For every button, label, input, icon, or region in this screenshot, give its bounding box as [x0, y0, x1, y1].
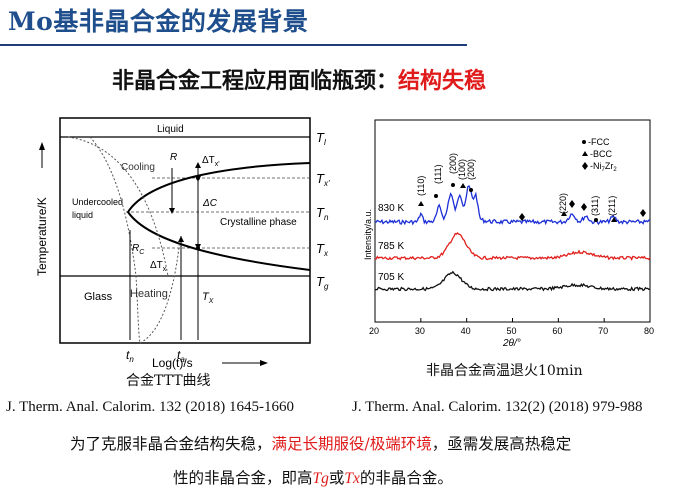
peak-label: (211)	[607, 196, 617, 216]
tg-label: Tg	[316, 274, 329, 291]
bcc-marker	[611, 217, 617, 222]
ttt-frame	[59, 117, 311, 344]
xrd-legend: -FCC -BCC -Ni7Zr2	[582, 137, 617, 173]
crystalline-label: Crystalline phase	[220, 217, 297, 228]
fcc-marker	[469, 188, 473, 192]
ttt-ylabel: Temperature/K	[35, 197, 49, 276]
xrd-xtick-label: 70	[598, 326, 608, 336]
peak-label: (200)	[466, 159, 476, 180]
fcc-marker	[451, 183, 455, 187]
peak-label: (200)	[448, 153, 458, 174]
ta-axis-label: ta	[177, 348, 185, 364]
glass-label: Glass	[84, 291, 113, 303]
curve-830k	[374, 185, 651, 226]
headline: 非晶合金工程应用面临瓶颈：结构失稳	[112, 63, 486, 95]
liquid-label: Liquid	[157, 124, 184, 135]
curve-705k	[374, 270, 651, 292]
xrd-xtick-label: 60	[552, 326, 562, 336]
tx-label: Tx	[316, 241, 329, 258]
xrd-xticks: 20 30 40 50 60 70 80	[369, 318, 654, 336]
zr-marker	[569, 200, 575, 208]
ttt-caption: 合金TTT曲线	[126, 373, 211, 389]
tn-label: Tn	[316, 205, 329, 222]
xrd-xtick-label: 20	[369, 326, 379, 336]
heating-curve	[139, 237, 181, 344]
delta-tx-prime-label: ΔTx'	[202, 155, 220, 168]
svg-text:-BCC: -BCC	[590, 149, 612, 159]
ttt-nose-curve	[126, 162, 311, 271]
label-785k: 785 K	[378, 241, 404, 252]
ttt-diagram: Liquid Cooling R Undercooled liquid Crys…	[35, 117, 330, 370]
peak-label: (100)	[457, 159, 467, 180]
bcc-marker	[561, 211, 567, 216]
peak-label: (311)	[590, 196, 600, 216]
ttt-right-labels: Tl Tx' Tn Tx Tg	[316, 130, 330, 291]
fcc-marker	[434, 194, 438, 198]
zr-marker	[519, 213, 525, 221]
slide-title: Mo基非晶合金的发展背景	[8, 7, 309, 36]
label-705k: 705 K	[378, 272, 404, 283]
xrd-xtick-label: 80	[644, 326, 654, 336]
xrd-xtick-label: 40	[461, 326, 471, 336]
xrd-ylabel: Intensity/a.u.	[363, 209, 373, 260]
svg-text:-Ni7Zr2: -Ni7Zr2	[590, 161, 617, 173]
peak-label: (110)	[416, 176, 426, 196]
heating-label: Heating	[130, 288, 168, 300]
title-underline	[0, 44, 467, 46]
tx-term: Tx	[344, 470, 360, 487]
svg-text:-FCC: -FCC	[588, 137, 610, 147]
bcc-marker	[418, 201, 424, 206]
xrd-xtick-label: 50	[507, 326, 517, 336]
curve-785k	[374, 232, 651, 262]
tn-axis-label: tn	[126, 348, 134, 364]
xrd-xlabel: 2θ/°	[502, 338, 521, 349]
tl-label: Tl	[316, 130, 326, 147]
peak-label: (220)	[558, 193, 568, 214]
xrd-plot: 20 30 40 50 60 70 80 830 K 785 K 705 K (110) (…	[363, 119, 654, 349]
label-830k: 830 K	[378, 203, 404, 214]
zr-marker	[581, 203, 587, 211]
tx-inner-label: TX	[202, 291, 214, 305]
cooling-label: Cooling	[121, 162, 155, 173]
headline-highlight: 结构失稳	[398, 68, 487, 94]
conclusion-line-1: 为了克服非晶合金结构失稳，满足长期服役/极端环境，亟需发展高热稳定	[70, 435, 572, 453]
tg-term: Tg	[312, 470, 329, 487]
peak-label: (111)	[433, 164, 443, 184]
xrd-xtick-label: 30	[415, 326, 425, 336]
cooling-curve-Rc	[89, 136, 141, 344]
reference-right: J. Therm. Anal. Calorim. 132(2) (2018) 9…	[352, 399, 643, 415]
Rc-label: RC	[132, 243, 145, 256]
conclusion-line-2: 性的非晶合金，即高Tg或Tx的非晶合金。	[173, 469, 453, 487]
peak-markers	[418, 183, 646, 222]
peak-labels: (110) (111) (200) (100) (200) (220) (311…	[416, 153, 617, 216]
ttt-xlabel: Log(t)/s	[152, 356, 193, 370]
undercooled-label: Undercooled	[72, 197, 123, 207]
R-label: R	[170, 152, 177, 163]
undercooled-label-2: liquid	[72, 210, 93, 220]
delta-c-label: ΔC	[202, 198, 218, 209]
zr-marker	[640, 209, 646, 217]
fcc-marker	[594, 218, 598, 222]
delta-tx-label: ΔTx	[150, 260, 167, 273]
headline-prefix: 非晶合金工程应用面临瓶颈：	[112, 68, 399, 94]
reference-left: J. Therm. Anal. Calorim. 132 (2018) 1645…	[6, 399, 295, 415]
xrd-caption: 非晶合金高温退火10min	[426, 363, 583, 379]
bcc-marker	[460, 183, 466, 188]
txprime-label: Tx'	[316, 171, 330, 188]
